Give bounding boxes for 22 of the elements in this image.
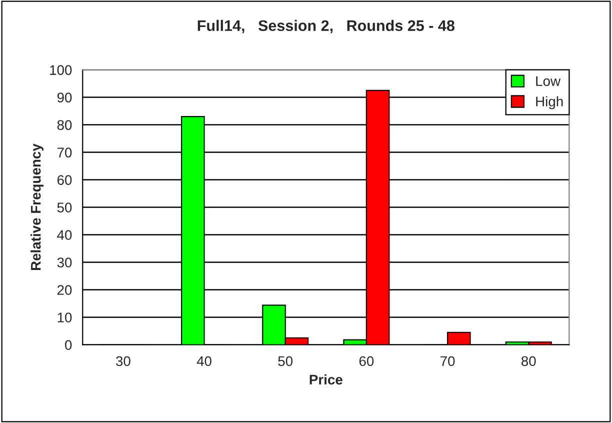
- y-tick-label: 80: [57, 120, 72, 130]
- y-axis-title: Relative Frequency: [30, 144, 44, 270]
- y-tick-label: 60: [57, 175, 72, 185]
- x-tick-label: 70: [440, 356, 455, 366]
- x-tick-label: 60: [359, 356, 374, 366]
- chart-title: Full14, Session 2, Rounds 25 - 48: [198, 20, 454, 34]
- x-tick-label: 50: [278, 356, 293, 366]
- x-tick-label: 80: [521, 356, 536, 366]
- y-tick-label: 10: [58, 312, 72, 322]
- y-tick-label: 100: [50, 65, 72, 75]
- x-tick-label: 30: [116, 356, 130, 366]
- legend-label: High: [536, 96, 563, 110]
- y-tick-label: 30: [57, 258, 72, 268]
- x-axis-title: Price: [310, 374, 342, 385]
- y-tick-label: 0: [65, 340, 72, 350]
- y-tick-label: 70: [57, 148, 72, 158]
- y-tick-label: 50: [57, 202, 72, 212]
- y-tick-label: 40: [57, 230, 72, 240]
- y-tick-label: 90: [57, 92, 72, 102]
- legend-label: Low: [536, 76, 561, 86]
- y-tick-label: 20: [57, 285, 72, 295]
- x-tick-label: 40: [196, 356, 212, 366]
